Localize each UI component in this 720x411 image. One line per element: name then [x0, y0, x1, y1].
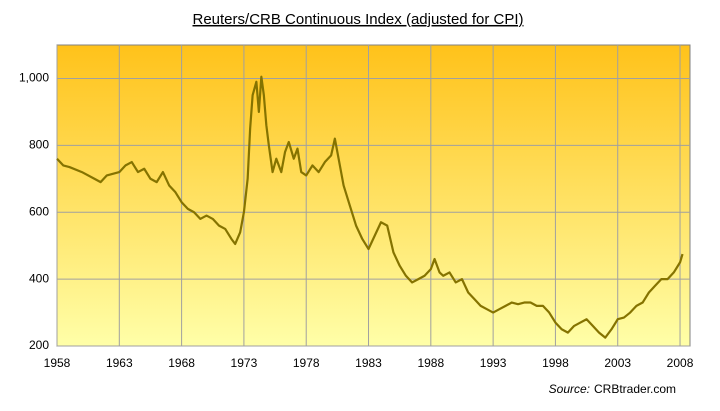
x-tick-label: 1958: [44, 356, 71, 370]
source-label: Source:: [549, 382, 590, 396]
y-tick-label: 800: [29, 138, 49, 152]
x-tick-label: 1963: [106, 356, 133, 370]
x-tick-label: 1993: [480, 356, 507, 370]
plot-area: [56, 44, 691, 347]
x-tick-label: 1968: [168, 356, 195, 370]
x-tick-label: 1988: [417, 356, 444, 370]
x-tick-label: 2008: [667, 356, 694, 370]
x-tick-label: 2003: [604, 356, 631, 370]
x-tick-label: 1978: [293, 356, 320, 370]
line-series: [56, 75, 684, 339]
x-tick-label: 1998: [542, 356, 569, 370]
x-tick-label: 1983: [355, 356, 382, 370]
y-tick-label: 200: [29, 338, 49, 352]
y-tick-label: 600: [29, 204, 49, 218]
source: CRBtrader.com: [594, 382, 676, 396]
x-tick-label: 1973: [231, 356, 258, 370]
y-tick-label: 400: [29, 271, 49, 285]
chart-title: Reuters/CRB Continuous Index (adjusted f…: [193, 11, 524, 28]
y-tick-label: 1,000: [19, 71, 49, 85]
